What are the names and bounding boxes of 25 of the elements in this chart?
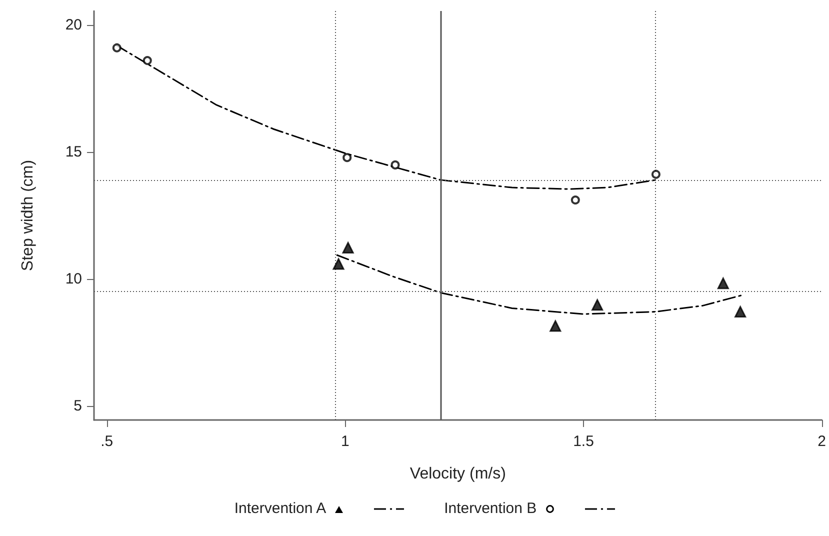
line-series bbox=[336, 254, 742, 315]
point bbox=[332, 258, 344, 270]
y-tick-label: 10 bbox=[65, 270, 82, 288]
x-tick-label: .5 bbox=[100, 433, 114, 450]
x-tick-label: 1.5 bbox=[573, 433, 594, 450]
point bbox=[112, 43, 122, 52]
point bbox=[717, 278, 729, 290]
point bbox=[651, 170, 660, 179]
y-tick-label: 20 bbox=[65, 16, 82, 34]
y-tick-label: 15 bbox=[65, 143, 82, 160]
y-tick-label: 5 bbox=[74, 398, 82, 415]
point bbox=[592, 299, 604, 311]
point bbox=[550, 320, 562, 332]
point bbox=[570, 196, 580, 204]
point bbox=[342, 153, 352, 162]
point bbox=[142, 56, 152, 66]
x-tick-label: 2 bbox=[818, 433, 826, 450]
point bbox=[342, 242, 354, 254]
point bbox=[390, 160, 400, 170]
x-axis-title: Velocity (m/s) bbox=[410, 466, 506, 482]
y-axis-title: Step width (cm) bbox=[20, 160, 36, 272]
legend-label: Intervention B bbox=[444, 500, 537, 517]
legend-label: Intervention A bbox=[234, 500, 326, 517]
point bbox=[734, 306, 746, 318]
x-tick-label: 1 bbox=[341, 433, 350, 450]
